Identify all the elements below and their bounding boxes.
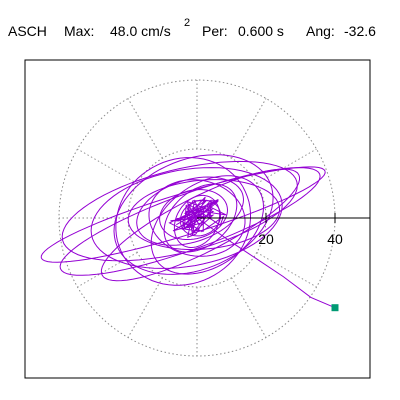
- header-angle-label: Ang:: [306, 23, 335, 39]
- header-station: ASCH: [8, 23, 47, 39]
- plot-frame: [24, 59, 371, 379]
- grid-spoke-60: [231, 98, 267, 159]
- radial-axis: 20 40: [197, 213, 370, 247]
- grid-spoke-30: [256, 148, 317, 184]
- trace-loop-14: [179, 199, 222, 237]
- end-marker: [331, 304, 339, 312]
- header-max-value: 48.0 cm/s: [110, 23, 171, 39]
- grid-spoke-330: [256, 252, 317, 288]
- trace-loop-8: [150, 175, 265, 275]
- radial-tick-label-40: 40: [327, 231, 343, 247]
- trace-loop-10: [148, 179, 246, 257]
- end-marker-square: [331, 304, 339, 312]
- trace-loop-11: [163, 183, 238, 253]
- trace-loop-5: [113, 154, 274, 275]
- grid-spoke-120: [127, 98, 163, 159]
- trace-loop-7: [115, 157, 251, 286]
- trace-loop-2: [61, 160, 298, 262]
- trace-core: [168, 196, 227, 238]
- grid-spoke-240: [127, 277, 163, 338]
- grid-spoke-300: [231, 277, 267, 338]
- header-max-label: Max:: [64, 23, 94, 39]
- trace-loop-1: [59, 167, 321, 276]
- particle-motion-trace: [40, 154, 336, 309]
- radial-tick-label-20: 20: [258, 231, 274, 247]
- trace-loop-9: [136, 176, 245, 246]
- header-period-label: Per:: [202, 23, 228, 39]
- header-angle-value: -32.6: [344, 23, 376, 39]
- header-period-value: 0.600 s: [238, 23, 284, 39]
- header-max-exponent: 2: [184, 17, 190, 29]
- trace-tail: [196, 217, 336, 309]
- grid-spoke-210: [77, 252, 138, 288]
- grid-spoke-150: [77, 148, 138, 184]
